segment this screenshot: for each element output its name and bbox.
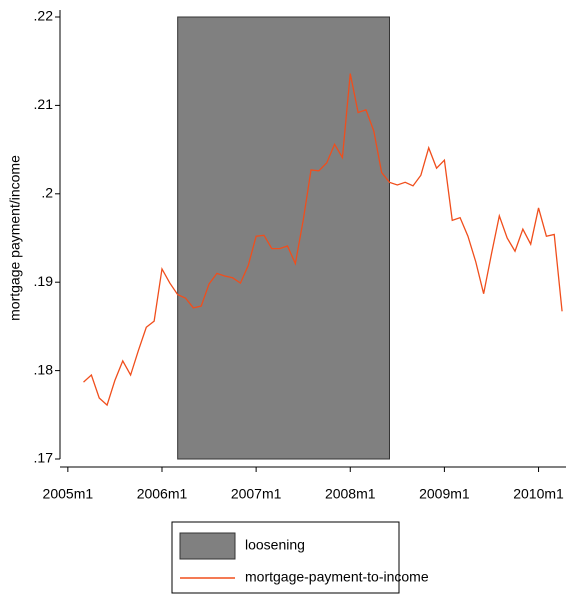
y-tick-label: .19 [34,273,54,289]
x-tick-label: 2010m1 [513,486,564,502]
band [177,16,390,460]
legend-swatch [179,532,236,560]
x-tick-label: 2006m1 [137,486,188,502]
y-axis-label: mortgage payment/income [7,155,23,321]
y-tick-label: .2 [41,185,53,201]
y-tick-label: .21 [34,96,54,112]
series-line [83,73,563,407]
x-tick-label: 2005m1 [43,486,94,502]
y-tick-label: .17 [34,450,54,466]
x-tick-label: 2007m1 [231,486,282,502]
x-tick-label: 2008m1 [325,486,376,502]
legend-label: mortgage-payment-to-income [245,569,429,585]
y-tick-label: .18 [34,361,54,377]
y-tick-label: .22 [34,8,54,24]
x-tick-label: 2009m1 [419,486,470,502]
legend-label: loosening [245,537,305,553]
